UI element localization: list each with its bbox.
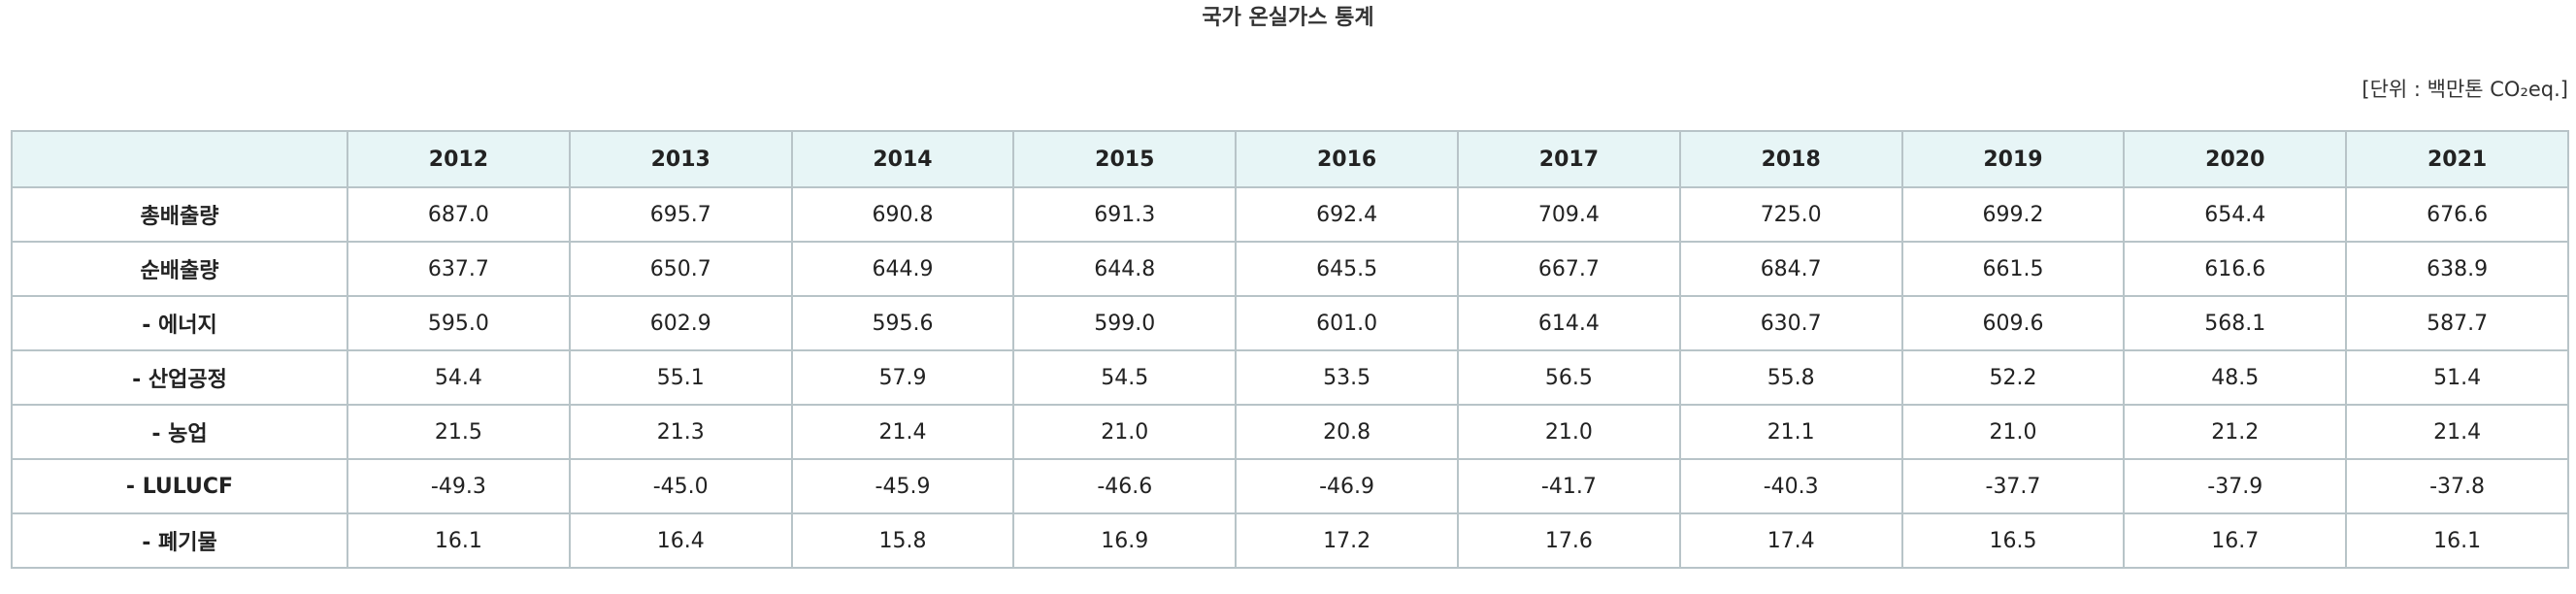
table-cell: -49.3 [347,458,571,514]
table-cell: 568.1 [2123,295,2348,351]
table-cell: 55.8 [1678,349,1903,406]
table-cell: 16.5 [1900,512,2126,569]
table-cell: 595.6 [790,295,1015,351]
table-cell: 725.0 [1678,186,1903,243]
table-cell: 52.2 [1900,349,2126,406]
table-cell: 56.5 [1456,349,1681,406]
year-header: 2019 [1900,130,2126,188]
table-cell: 16.1 [2345,512,2569,569]
year-header: 2012 [347,130,571,188]
table-cell: 57.9 [790,349,1015,406]
table-cell: 21.3 [568,404,793,460]
table-cell: 54.4 [347,349,571,406]
table-cell: 699.2 [1900,186,2126,243]
row-label: 총배출량 [11,186,348,243]
table-cell: 16.4 [568,512,793,569]
table-cell: -46.9 [1235,458,1459,514]
table-cell: 644.9 [790,241,1015,297]
table-cell: 616.6 [2123,241,2348,297]
table-cell: 667.7 [1456,241,1681,297]
table-cell: 17.6 [1456,512,1681,569]
table-cell: 51.4 [2345,349,2569,406]
table-cell: 17.4 [1678,512,1903,569]
table-cell: 21.0 [1012,404,1238,460]
unit-note: [단위 : 백만톤 CO₂eq.] [2361,78,2568,101]
table-row: 순배출량 637.7 650.7 644.9 644.8 645.5 667.7… [11,241,2569,297]
table-cell: -45.0 [568,458,793,514]
table-row: - 농업 21.5 21.3 21.4 21.0 20.8 21.0 21.1 … [11,404,2569,460]
table-header-row: 2012 2013 2014 2015 2016 2017 2018 2019 … [11,130,2569,188]
emissions-table: 2012 2013 2014 2015 2016 2017 2018 2019 … [11,130,2569,569]
table-cell: 645.5 [1235,241,1459,297]
year-header: 2016 [1235,130,1459,188]
table-cell: -45.9 [790,458,1015,514]
table-cell: 661.5 [1900,241,2126,297]
row-label: - 산업공정 [11,349,348,406]
page-title: 국가 온실가스 통계 [1202,6,1374,30]
table-cell: -37.8 [2345,458,2569,514]
table-cell: 48.5 [2123,349,2348,406]
table-cell: 687.0 [347,186,571,243]
table-cell: 630.7 [1678,295,1903,351]
table-cell: 16.7 [2123,512,2348,569]
table-cell: 16.1 [347,512,571,569]
table-cell: -37.7 [1900,458,2126,514]
year-header: 2017 [1456,130,1681,188]
table-cell: -41.7 [1456,458,1681,514]
table-cell: 20.8 [1235,404,1459,460]
year-header: 2015 [1012,130,1238,188]
table-cell: 21.0 [1900,404,2126,460]
table-row: - 폐기물 16.1 16.4 15.8 16.9 17.2 17.6 17.4… [11,512,2569,569]
table-cell: 599.0 [1012,295,1238,351]
table-cell: 609.6 [1900,295,2126,351]
row-label: 순배출량 [11,241,348,297]
table-row: - LULUCF -49.3 -45.0 -45.9 -46.6 -46.9 -… [11,458,2569,514]
year-header: 2014 [790,130,1015,188]
table-cell: 53.5 [1235,349,1459,406]
table-cell: 650.7 [568,241,793,297]
row-label: - LULUCF [11,458,348,514]
table-cell: -46.6 [1012,458,1238,514]
table-cell: 614.4 [1456,295,1681,351]
table-cell: 602.9 [568,295,793,351]
table-cell: 21.5 [347,404,571,460]
table-cell: 695.7 [568,186,793,243]
header-corner-cell [11,130,348,188]
table-cell: 54.5 [1012,349,1238,406]
table-cell: 21.4 [790,404,1015,460]
table-cell: 690.8 [790,186,1015,243]
year-header: 2013 [568,130,793,188]
table-cell: 638.9 [2345,241,2569,297]
table-row: - 산업공정 54.4 55.1 57.9 54.5 53.5 56.5 55.… [11,349,2569,406]
table-cell: -40.3 [1678,458,1903,514]
table-cell: 691.3 [1012,186,1238,243]
year-header: 2018 [1678,130,1903,188]
table-cell: 21.1 [1678,404,1903,460]
row-label: - 농업 [11,404,348,460]
table-cell: -37.9 [2123,458,2348,514]
table-cell: 676.6 [2345,186,2569,243]
row-label: - 에너지 [11,295,348,351]
table-row: 총배출량 687.0 695.7 690.8 691.3 692.4 709.4… [11,186,2569,243]
table-cell: 21.4 [2345,404,2569,460]
table-cell: 654.4 [2123,186,2348,243]
table-cell: 15.8 [790,512,1015,569]
table-cell: 692.4 [1235,186,1459,243]
table-cell: 16.9 [1012,512,1238,569]
year-header: 2020 [2123,130,2348,188]
table-cell: 55.1 [568,349,793,406]
table-cell: 601.0 [1235,295,1459,351]
row-label: - 폐기물 [11,512,348,569]
table-row: - 에너지 595.0 602.9 595.6 599.0 601.0 614.… [11,295,2569,351]
table-cell: 595.0 [347,295,571,351]
table-cell: 587.7 [2345,295,2569,351]
table-cell: 684.7 [1678,241,1903,297]
table-cell: 637.7 [347,241,571,297]
table-cell: 644.8 [1012,241,1238,297]
table-cell: 21.2 [2123,404,2348,460]
table-cell: 17.2 [1235,512,1459,569]
table-cell: 709.4 [1456,186,1681,243]
year-header: 2021 [2345,130,2569,188]
table-cell: 21.0 [1456,404,1681,460]
